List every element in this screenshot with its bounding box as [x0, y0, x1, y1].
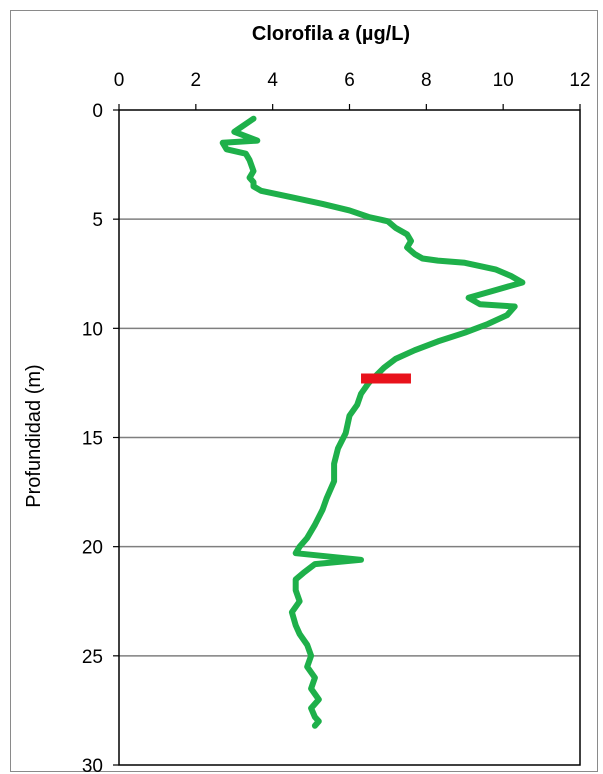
series-line [219, 115, 526, 729]
gridlines [119, 218, 580, 657]
x-axis-ticks: 0 2 4 6 8 10 12 [114, 70, 591, 110]
x-tick-label: 12 [569, 70, 590, 91]
series-group [219, 115, 526, 729]
y-tick-label: 10 [82, 319, 103, 340]
y-tick-label: 5 [92, 210, 103, 231]
y-tick-label: 25 [82, 647, 103, 668]
x-tick-label: 6 [344, 70, 355, 91]
y-tick-label: 0 [92, 101, 103, 122]
chart-title: Clorofila a (µg/L) [252, 23, 410, 45]
y-axis-ticks: 0 5 10 15 20 25 30 [82, 101, 119, 774]
y-tick-label: 15 [82, 429, 103, 450]
y-axis-label: Profundidad (m) [23, 364, 45, 507]
y-tick-label: 30 [82, 756, 103, 774]
x-tick-label: 0 [114, 70, 125, 91]
x-tick-label: 2 [191, 70, 202, 91]
y-tick-label: 20 [82, 538, 103, 559]
x-tick-label: 4 [267, 70, 278, 91]
x-tick-label: 10 [493, 70, 514, 91]
x-tick-label: 8 [421, 70, 432, 91]
